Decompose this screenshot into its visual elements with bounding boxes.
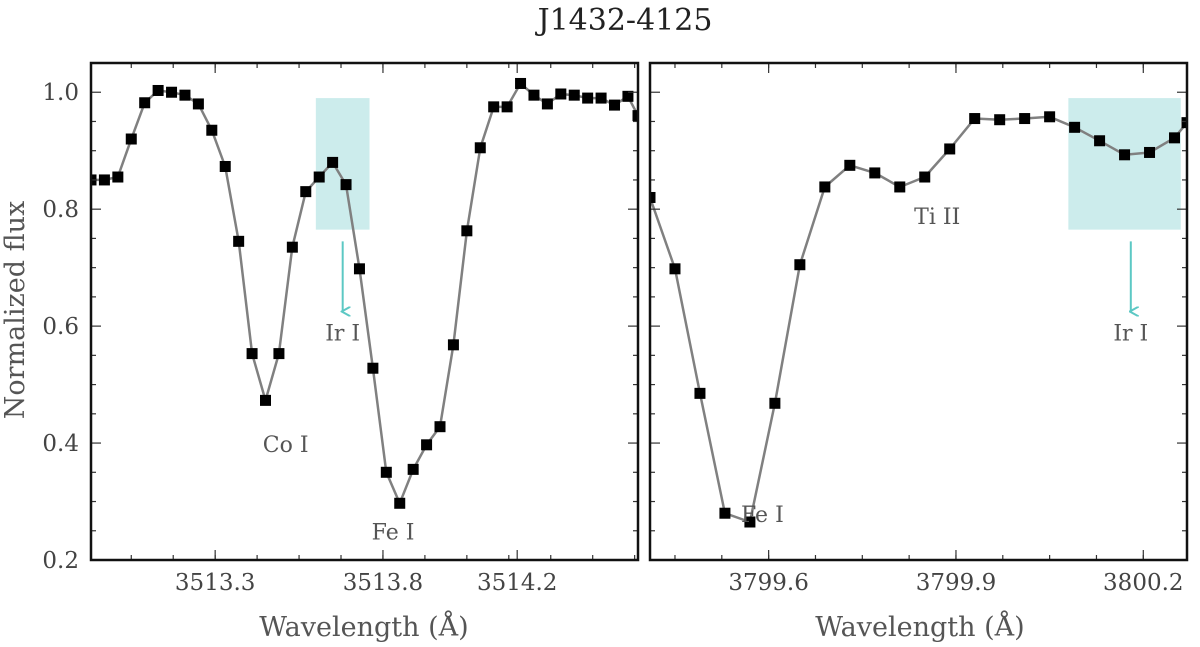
highlight-region bbox=[315, 98, 370, 230]
line-annotation: Ir I bbox=[325, 322, 360, 347]
data-point bbox=[112, 171, 124, 183]
data-point bbox=[595, 92, 607, 104]
data-point bbox=[353, 263, 365, 275]
data-point bbox=[1019, 113, 1031, 125]
data-point bbox=[313, 171, 325, 183]
data-point bbox=[1144, 146, 1156, 158]
y-tick-label: 0.8 bbox=[42, 197, 79, 223]
highlight-region bbox=[1068, 98, 1181, 230]
data-point bbox=[139, 97, 151, 109]
data-point bbox=[515, 77, 527, 89]
y-tick-label: 0.6 bbox=[42, 314, 79, 340]
x-axis-label-right: Wavelength (Å) bbox=[815, 610, 1024, 643]
figure-title: J1432-4125 bbox=[535, 3, 713, 38]
x-tick-label: 3513.3 bbox=[175, 570, 255, 596]
axes-frame bbox=[89, 61, 640, 562]
x-tick-label: 3799.9 bbox=[916, 570, 996, 596]
data-point bbox=[694, 387, 706, 399]
data-point bbox=[609, 99, 621, 111]
data-point bbox=[461, 225, 473, 237]
data-point bbox=[407, 463, 419, 475]
data-point bbox=[1044, 111, 1056, 123]
data-point bbox=[447, 339, 459, 351]
x-tick-label: 3514.2 bbox=[477, 570, 557, 596]
axes-frame bbox=[648, 61, 1189, 562]
data-point bbox=[501, 101, 513, 113]
line-annotation: Co I bbox=[263, 433, 309, 458]
data-point bbox=[488, 101, 500, 113]
data-point bbox=[632, 110, 638, 122]
line-annotation: Fe I bbox=[372, 521, 415, 546]
line-annotation: Ir I bbox=[1113, 322, 1148, 347]
data-point bbox=[528, 89, 540, 101]
data-point bbox=[98, 174, 110, 186]
x-tick-label: 3513.8 bbox=[343, 570, 423, 596]
data-point bbox=[582, 92, 594, 104]
data-point bbox=[273, 348, 285, 360]
data-point bbox=[380, 466, 392, 478]
data-point bbox=[421, 439, 433, 451]
data-point bbox=[669, 263, 681, 275]
data-point bbox=[233, 235, 245, 247]
data-point bbox=[1169, 132, 1181, 144]
plot-area bbox=[650, 111, 1187, 528]
data-point bbox=[719, 507, 731, 519]
data-point bbox=[166, 86, 178, 98]
panel-left: 3513.3 3513.8 3514.2 0.2 0.4 0.6 0.8 1.0 Co I Fe … bbox=[42, 61, 640, 596]
data-point bbox=[1119, 149, 1131, 161]
line-annotation: Fe I bbox=[741, 503, 784, 528]
x-tick-label: 3799.6 bbox=[728, 570, 808, 596]
data-point bbox=[394, 497, 406, 509]
data-point bbox=[1181, 117, 1187, 129]
data-point bbox=[152, 84, 164, 96]
y-axis-label: Normalized flux bbox=[0, 201, 31, 419]
y-tick-label: 0.2 bbox=[42, 548, 79, 574]
data-point bbox=[340, 179, 352, 191]
y-tick-label: 0.4 bbox=[42, 431, 79, 457]
data-point bbox=[555, 88, 567, 100]
data-point bbox=[1069, 121, 1081, 133]
data-point bbox=[434, 421, 446, 433]
data-point bbox=[844, 159, 856, 171]
data-point bbox=[219, 160, 231, 172]
data-point bbox=[246, 348, 258, 360]
data-point bbox=[744, 516, 756, 528]
data-point bbox=[994, 114, 1006, 126]
data-point bbox=[650, 191, 656, 203]
data-point bbox=[894, 181, 906, 193]
data-point bbox=[794, 259, 806, 271]
data-point bbox=[919, 171, 931, 183]
x-axis-label-left: Wavelength (Å) bbox=[259, 610, 468, 643]
x-tick-label: 3800.2 bbox=[1103, 570, 1183, 596]
data-point bbox=[125, 133, 137, 145]
data-point bbox=[622, 90, 634, 102]
data-point bbox=[300, 186, 312, 198]
data-point bbox=[327, 156, 339, 168]
data-point bbox=[206, 124, 218, 136]
data-point bbox=[474, 142, 486, 154]
data-point bbox=[944, 143, 956, 155]
panel-right: 3799.6 3799.9 3800.2 Ti II Fe I Ir I bbox=[648, 61, 1189, 596]
line-annotation: Ti II bbox=[914, 205, 960, 230]
data-point bbox=[260, 394, 272, 406]
data-point bbox=[367, 362, 379, 374]
data-point bbox=[869, 167, 881, 179]
data-point bbox=[568, 89, 580, 101]
data-point bbox=[969, 113, 981, 125]
data-point bbox=[769, 397, 781, 409]
plot-area bbox=[91, 77, 638, 509]
data-point bbox=[286, 241, 298, 253]
data-point bbox=[179, 89, 191, 101]
data-point bbox=[1094, 135, 1106, 147]
data-point bbox=[819, 181, 831, 193]
data-point bbox=[192, 98, 204, 110]
data-point bbox=[541, 98, 553, 110]
y-tick-label: 1.0 bbox=[42, 80, 79, 106]
